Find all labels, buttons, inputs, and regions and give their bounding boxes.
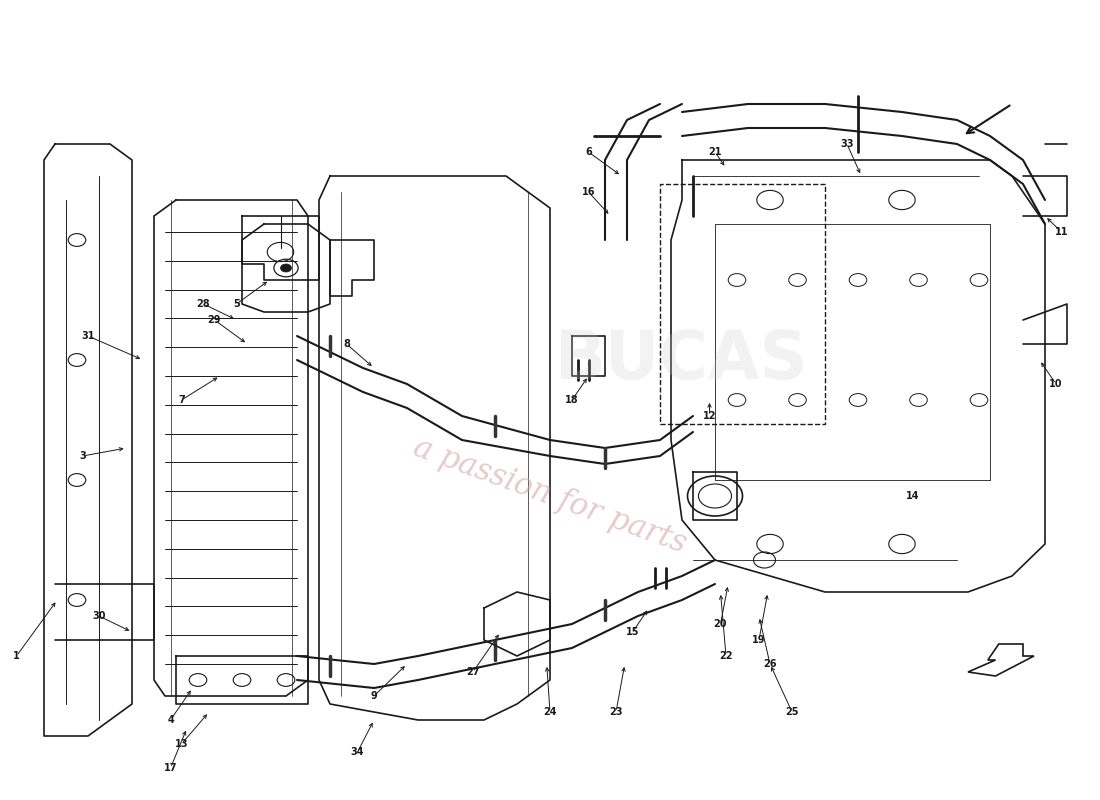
- Text: 15: 15: [626, 627, 639, 637]
- Text: 13: 13: [175, 739, 188, 749]
- Text: 24: 24: [543, 707, 557, 717]
- Text: 31: 31: [81, 331, 95, 341]
- Text: 26: 26: [763, 659, 777, 669]
- Text: 33: 33: [840, 139, 854, 149]
- Text: 28: 28: [197, 299, 210, 309]
- Text: 25: 25: [785, 707, 799, 717]
- Text: 23: 23: [609, 707, 623, 717]
- Text: 14: 14: [906, 491, 920, 501]
- Bar: [660, 184, 825, 424]
- Text: 1: 1: [13, 651, 20, 661]
- Text: 7: 7: [178, 395, 185, 405]
- Text: 27: 27: [466, 667, 480, 677]
- Text: 3: 3: [79, 451, 86, 461]
- Text: 10: 10: [1049, 379, 1063, 389]
- Text: 9: 9: [371, 691, 377, 701]
- Text: 17: 17: [164, 763, 177, 773]
- Text: 11: 11: [1055, 227, 1068, 237]
- Text: 22: 22: [719, 651, 733, 661]
- Text: a passion for parts: a passion for parts: [409, 432, 691, 560]
- Text: 19: 19: [752, 635, 766, 645]
- Circle shape: [280, 264, 292, 272]
- Text: 30: 30: [92, 611, 106, 621]
- Text: 21: 21: [708, 147, 722, 157]
- Text: 12: 12: [703, 411, 716, 421]
- Text: 6: 6: [585, 147, 592, 157]
- Text: BUCAS: BUCAS: [556, 327, 808, 393]
- Text: 20: 20: [714, 619, 727, 629]
- Text: 5: 5: [233, 299, 240, 309]
- Text: 8: 8: [343, 339, 350, 349]
- Text: 16: 16: [582, 187, 595, 197]
- Text: 29: 29: [208, 315, 221, 325]
- Text: 18: 18: [565, 395, 579, 405]
- Text: 4: 4: [167, 715, 174, 725]
- Text: 34: 34: [351, 747, 364, 757]
